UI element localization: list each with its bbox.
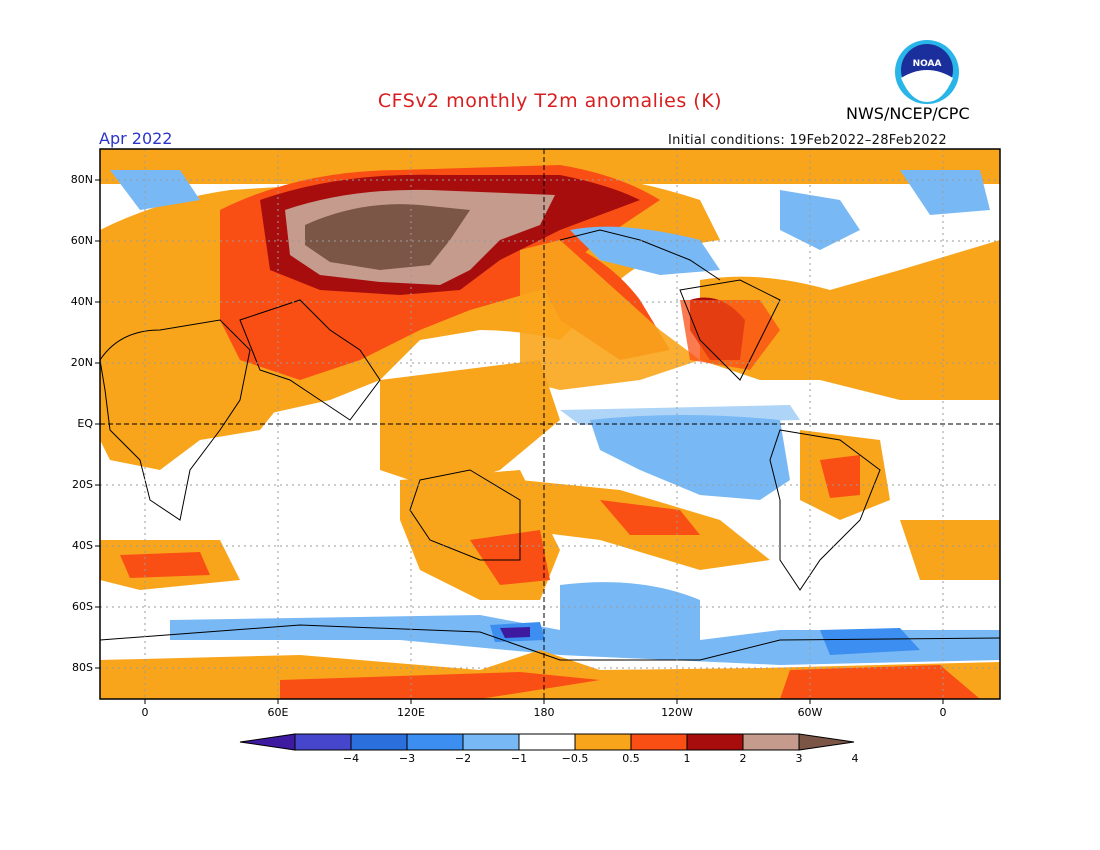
lon-label: 0	[939, 706, 947, 719]
colorbar-label: 4	[851, 752, 859, 765]
colorbar-label: −0.5	[561, 752, 589, 765]
noaa-logo-icon: NOAA	[895, 40, 959, 104]
lat-label: 80N	[70, 173, 93, 186]
forecast-month: Apr 2022	[99, 129, 173, 148]
colorbar-arrow-high	[798, 733, 855, 751]
colorbar-label: −2	[454, 752, 472, 765]
colorbar-swatch	[462, 733, 520, 751]
initial-conditions: Initial conditions: 19Feb2022–28Feb2022	[668, 133, 947, 148]
colorbar-swatch	[518, 733, 576, 751]
lat-label: 40S	[72, 539, 93, 552]
colorbar-swatch	[686, 733, 744, 751]
extreme-anomaly-core	[305, 204, 470, 270]
colorbar-swatch	[350, 733, 408, 751]
noaa-logo-text: NOAA	[913, 59, 942, 69]
coastlines	[100, 229, 1000, 661]
lat-label: 40N	[70, 295, 93, 308]
lat-label: 60N	[70, 234, 93, 247]
colorbar-swatch	[742, 733, 800, 751]
western-pacific-warm-region	[380, 360, 560, 490]
colorbar-label: −1	[510, 752, 528, 765]
colorbar-label: −3	[398, 752, 416, 765]
chart-title: CFSv2 monthly T2m anomalies (K)	[377, 90, 723, 112]
lon-label: 60E	[267, 706, 289, 719]
lon-label: 180	[533, 706, 555, 719]
colorbar-label: 0.5	[622, 752, 640, 765]
agency-label: NWS/NCEP/CPC	[846, 104, 970, 123]
colorbar-label: −4	[342, 752, 360, 765]
colorbar-arrow-low	[239, 733, 296, 751]
colorbar	[239, 733, 855, 751]
grid-lines	[100, 149, 1000, 699]
colorbar-swatch	[630, 733, 688, 751]
reference-lines	[100, 149, 1000, 699]
lon-label: 0	[141, 706, 149, 719]
colorbar-swatch	[406, 733, 464, 751]
lat-label: 20N	[70, 356, 93, 369]
lat-label: 20S	[72, 478, 93, 491]
colorbar-label: 3	[795, 752, 803, 765]
alaska-cool-region	[570, 226, 720, 275]
axis-ticks	[95, 179, 944, 704]
equatorial-pacific-cool-tongue	[590, 415, 790, 500]
colorbar-label: 2	[739, 752, 747, 765]
colorbar-swatch	[294, 733, 352, 751]
lon-label: 120E	[397, 706, 425, 719]
north-america-warm-region	[700, 240, 1000, 400]
lon-label: 60W	[797, 706, 823, 719]
colorbar-label: 1	[683, 752, 691, 765]
lat-label: EQ	[77, 417, 93, 430]
colorbar-swatch	[574, 733, 632, 751]
lat-label: 80S	[72, 661, 93, 674]
lon-label: 120W	[661, 706, 693, 719]
lat-label: 60S	[72, 600, 93, 613]
